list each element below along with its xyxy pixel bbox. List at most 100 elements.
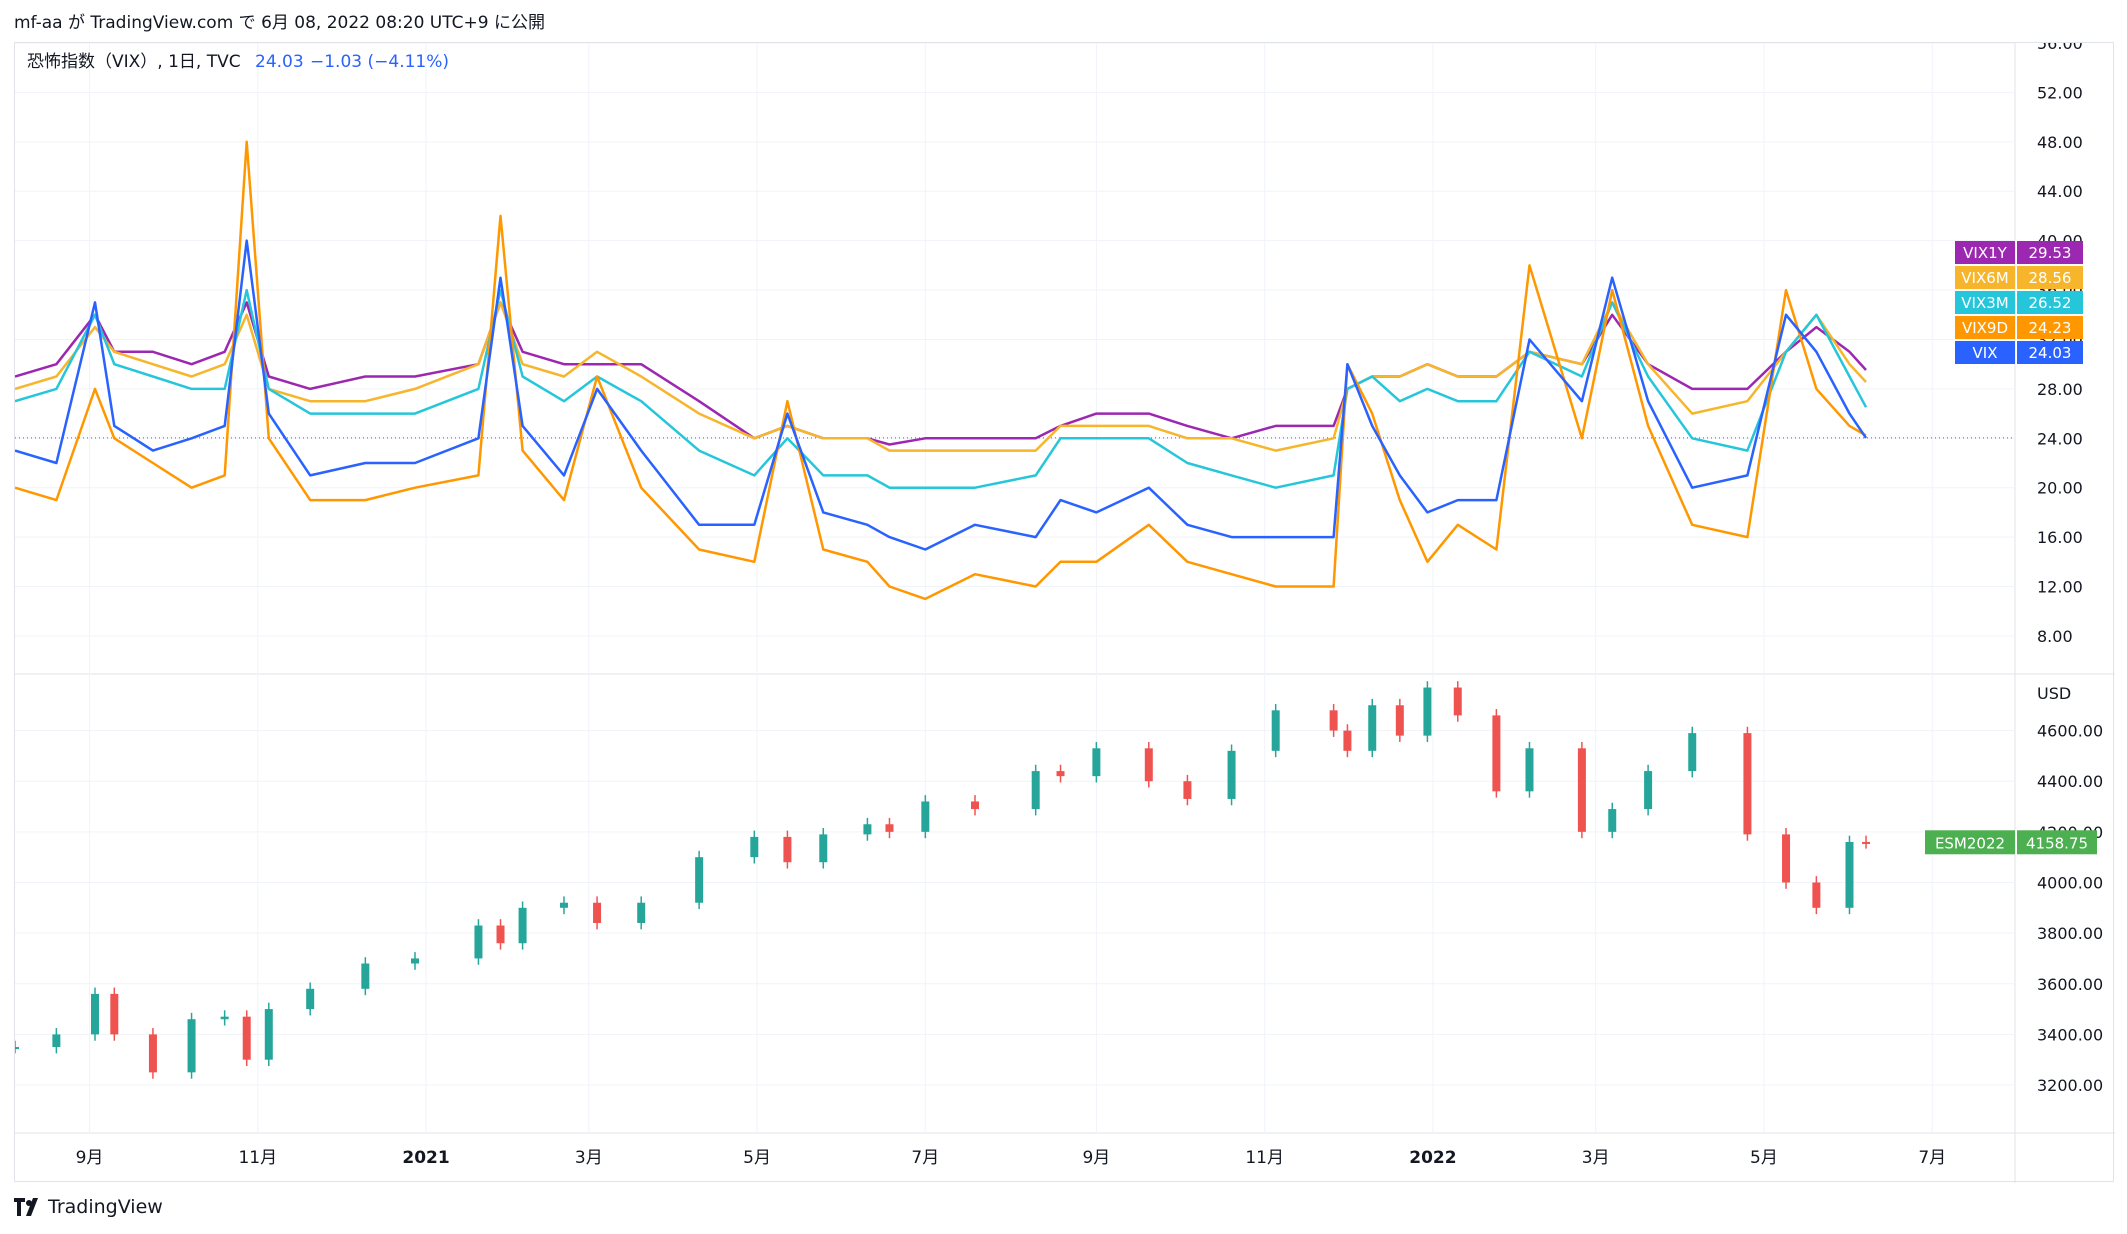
esm-candle-body bbox=[91, 993, 99, 1035]
series-line-vix bbox=[15, 239, 1868, 551]
esm-candle-body bbox=[1688, 733, 1697, 772]
indicator-last-value: 24.03 bbox=[255, 52, 304, 72]
x-tick-label: 11月 bbox=[1245, 1148, 1284, 1168]
esm-candle-body bbox=[52, 1034, 61, 1048]
esm-candle-body bbox=[921, 801, 930, 832]
badge-name-vix bbox=[1955, 341, 2015, 364]
badge-value-label: 26.52 bbox=[2029, 294, 2072, 312]
esm-candle-body bbox=[1453, 687, 1462, 716]
esm-candle-body bbox=[220, 1016, 229, 1020]
series-line-vix9d bbox=[15, 140, 1867, 601]
indicator-change: −1.03 (−4.11%) bbox=[310, 52, 449, 72]
esm-candle-body bbox=[496, 925, 505, 944]
badge-value-label: 4158.75 bbox=[2026, 834, 2088, 852]
esm-candle-body bbox=[306, 988, 315, 1010]
vix-y-tick-label: 56.00 bbox=[2037, 43, 2083, 53]
esm-candle-body bbox=[1056, 771, 1065, 777]
x-tick-label: 3月 bbox=[575, 1148, 603, 1168]
esm-candle-body bbox=[148, 1034, 157, 1073]
badge-value-esm bbox=[2017, 830, 2097, 855]
x-tick-label: 5月 bbox=[743, 1148, 771, 1168]
esm-candle-body bbox=[1183, 781, 1192, 799]
esm-candles-group bbox=[15, 681, 1871, 1079]
esm-candle-body bbox=[695, 857, 704, 903]
esm-candle-body bbox=[750, 836, 759, 858]
esm-y-tick-label: 3600.00 bbox=[2037, 975, 2103, 994]
vix-y-tick-label: 52.00 bbox=[2037, 83, 2083, 102]
x-tick-label: 7月 bbox=[1918, 1148, 1946, 1168]
esm-y-tick-label: 3400.00 bbox=[2037, 1025, 2103, 1044]
esm-candle-body bbox=[1577, 748, 1586, 832]
esm-candle-body bbox=[637, 902, 646, 923]
badge-name-vix1y bbox=[1955, 241, 2015, 264]
chart-canvas: 56.0052.0048.0044.0040.0036.0032.0028.00… bbox=[15, 43, 2115, 1183]
esm-candle-body bbox=[1031, 771, 1040, 810]
esm-candle-body bbox=[885, 824, 894, 832]
badge-name-label: VIX3M bbox=[1961, 294, 2008, 312]
vix-y-tick-label: 20.00 bbox=[2037, 479, 2083, 498]
esm-candle-body bbox=[559, 902, 568, 908]
esm-candle-body bbox=[1862, 841, 1871, 844]
badge-name-label: VIX bbox=[1973, 344, 1998, 362]
vix-y-tick-label: 16.00 bbox=[2037, 528, 2083, 547]
price-badges-group: VIX1Y 29.53 VIX6M 28.56 VIX3M 26.52 VIX9D 24.23… bbox=[1925, 241, 2097, 855]
series-line-vix3m bbox=[15, 288, 1868, 489]
x-tick-label: 11月 bbox=[238, 1148, 277, 1168]
x-tick-label: 9月 bbox=[76, 1148, 104, 1168]
tradingview-logo-icon bbox=[14, 1198, 38, 1216]
badge-name-vix9d bbox=[1955, 316, 2015, 339]
vix-y-tick-label: 28.00 bbox=[2037, 380, 2083, 399]
esm-candle-body bbox=[1144, 748, 1153, 782]
footer-brand-label: TradingView bbox=[48, 1196, 163, 1218]
badge-value-label: 24.03 bbox=[2029, 344, 2072, 362]
esm-candle-body bbox=[242, 1016, 251, 1060]
esm-candle-body bbox=[110, 993, 119, 1035]
badge-value-vix1y bbox=[2017, 241, 2083, 264]
axes-group: 56.0052.0048.0044.0040.0036.0032.0028.00… bbox=[76, 43, 2104, 1168]
esm-candle-body bbox=[1845, 841, 1854, 908]
esm-candle-body bbox=[1812, 882, 1821, 908]
esm-y-tick-label: 4600.00 bbox=[2037, 722, 2103, 741]
badge-value-vix3m bbox=[2017, 291, 2083, 314]
esm-candle-body bbox=[1092, 748, 1101, 777]
esm-candle-body bbox=[1492, 715, 1501, 792]
badge-name-vix3m bbox=[1955, 291, 2015, 314]
series-line-vix6m bbox=[15, 301, 1867, 452]
esm-candle-body bbox=[863, 824, 872, 835]
esm-candle-body bbox=[411, 958, 419, 964]
x-tick-label: 7月 bbox=[911, 1148, 939, 1168]
vix-series-group bbox=[15, 140, 2015, 601]
esm-candle-body bbox=[187, 1019, 196, 1073]
esm-candle-body bbox=[1329, 710, 1338, 731]
esm-candle-body bbox=[593, 902, 602, 923]
badge-name-label: ESM2022 bbox=[1935, 834, 2005, 852]
esm-candle-body bbox=[1644, 771, 1653, 810]
x-tick-label: 5月 bbox=[1750, 1148, 1778, 1168]
esm-candle-body bbox=[971, 801, 979, 810]
esm-candle-body bbox=[1368, 705, 1377, 751]
badge-value-vix9d bbox=[2017, 316, 2083, 339]
chart-frame: 56.0052.0048.0044.0040.0036.0032.0028.00… bbox=[14, 42, 2115, 1183]
esm-candle-body bbox=[783, 836, 792, 863]
esm-y-tick-label: 3200.00 bbox=[2037, 1076, 2103, 1095]
publish-header: mf-aa が TradingView.com で 6月 08, 2022 08… bbox=[14, 13, 545, 33]
x-tick-label: 3月 bbox=[1582, 1148, 1610, 1168]
badge-value-label: 28.56 bbox=[2029, 269, 2072, 287]
vix-y-tick-label: 12.00 bbox=[2037, 578, 2083, 597]
vix-y-tick-label: 8.00 bbox=[2037, 627, 2073, 646]
chart-grid bbox=[15, 43, 2115, 1183]
esm-candle-body bbox=[15, 1047, 19, 1050]
x-tick-label: 2021 bbox=[402, 1148, 449, 1168]
x-tick-label: 2022 bbox=[1409, 1148, 1456, 1168]
badge-value-vix6m bbox=[2017, 266, 2083, 289]
esm-y-tick-label: 3800.00 bbox=[2037, 924, 2103, 943]
badge-name-label: VIX9D bbox=[1962, 319, 2008, 337]
esm-candle-body bbox=[1227, 750, 1236, 799]
esm-candle-body bbox=[819, 834, 828, 863]
esm-candle-body bbox=[361, 963, 370, 989]
badge-name-label: VIX6M bbox=[1961, 269, 2008, 287]
footer-brand[interactable]: TradingView bbox=[14, 1196, 163, 1218]
badge-value-vix bbox=[2017, 341, 2083, 364]
badge-name-vix6m bbox=[1955, 266, 2015, 289]
vix-y-tick-label: 24.00 bbox=[2037, 429, 2083, 448]
